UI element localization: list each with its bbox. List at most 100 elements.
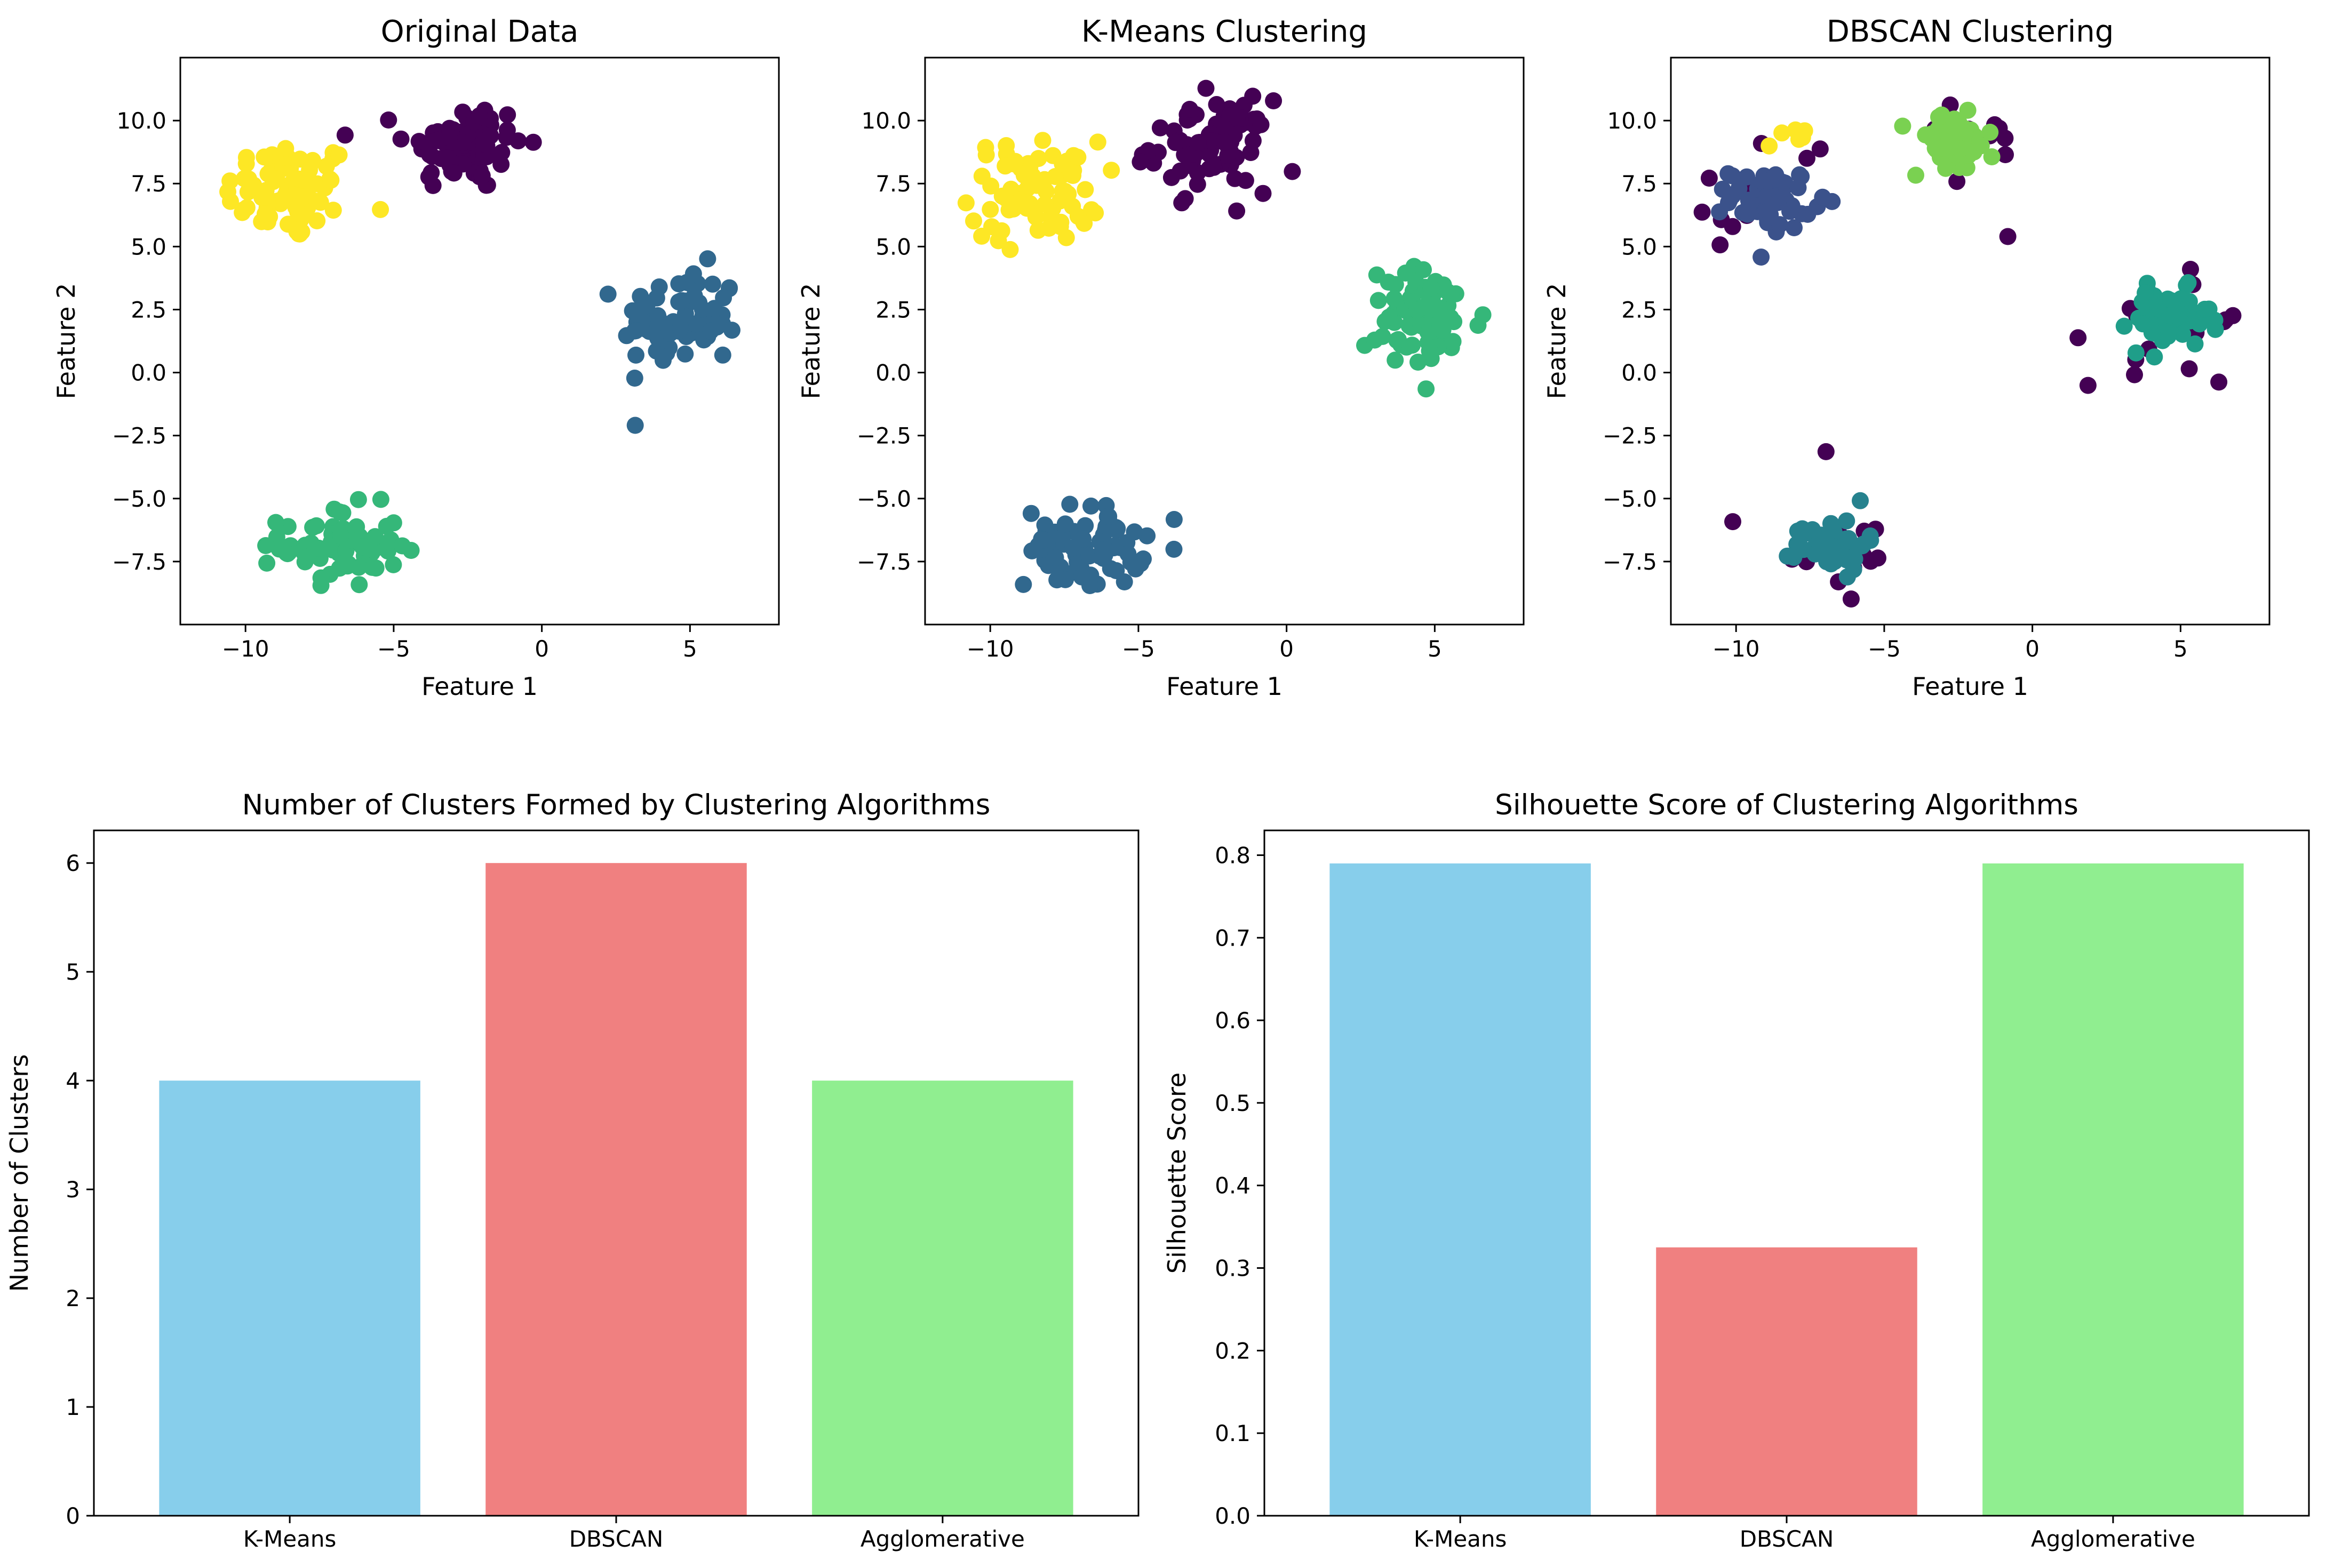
scatter-point bbox=[261, 192, 279, 210]
scatter-point bbox=[392, 130, 410, 148]
scatter-point bbox=[1057, 571, 1074, 588]
scatter-point bbox=[1028, 177, 1045, 194]
scatter-point bbox=[1841, 532, 1858, 550]
scatter-point bbox=[982, 201, 999, 218]
y-tick-label: 3 bbox=[66, 1177, 80, 1203]
scatter-point bbox=[1431, 318, 1449, 336]
chart-dbscan: −10 −5 0 5 −7.5 −5.0 −2.5 0.0 2.5 5.0 7.5 10.0 DBSCA… bbox=[1542, 14, 2271, 701]
bar-k-means bbox=[159, 1081, 420, 1516]
scatter-point bbox=[673, 292, 690, 309]
y-tick-label: 10.0 bbox=[861, 108, 911, 134]
x-tick-label: K-Means bbox=[1414, 1526, 1507, 1552]
y-tick-label: −2.5 bbox=[1603, 423, 1657, 449]
scatter-point bbox=[1165, 511, 1183, 528]
scatter-point bbox=[684, 265, 702, 283]
bar-agglomerative bbox=[812, 1081, 1073, 1516]
scatter-point bbox=[1724, 187, 1741, 205]
scatter-point bbox=[372, 491, 389, 508]
scatter-point bbox=[350, 558, 368, 576]
scatter-point bbox=[1409, 354, 1427, 371]
scatter-point bbox=[1795, 541, 1812, 558]
y-tick-label: −2.5 bbox=[857, 423, 911, 449]
scatter-point bbox=[278, 544, 296, 562]
scatter-point bbox=[1047, 168, 1064, 185]
scatter-point bbox=[1852, 492, 1869, 509]
y-tick-label: 0 bbox=[66, 1503, 80, 1529]
y-tick-label: 2.5 bbox=[1621, 297, 1657, 323]
scatter-point bbox=[1397, 265, 1414, 282]
scatter-point bbox=[454, 134, 472, 151]
scatter-point bbox=[1387, 351, 1404, 369]
scatter-point bbox=[2206, 311, 2224, 329]
scatter-point bbox=[473, 167, 491, 185]
scatter-point bbox=[275, 190, 293, 208]
scatter-point bbox=[997, 190, 1015, 207]
scatter-point bbox=[256, 148, 273, 166]
scatter-point bbox=[1252, 116, 1270, 133]
y-tick-label: 0.1 bbox=[1215, 1420, 1250, 1446]
scatter-point bbox=[1089, 133, 1106, 151]
scatter-point bbox=[2137, 284, 2154, 302]
y-tick-label: 2.5 bbox=[131, 297, 166, 323]
scatter-point bbox=[1034, 531, 1052, 549]
scatter-point bbox=[1132, 153, 1149, 171]
scatter-point bbox=[1894, 117, 1911, 135]
scatter-point bbox=[424, 177, 442, 194]
chart-title: DBSCAN Clustering bbox=[1827, 14, 2114, 49]
scatter-point bbox=[351, 576, 368, 594]
y-tick-label: 10.0 bbox=[116, 108, 166, 134]
scatter-point bbox=[1265, 92, 1283, 109]
scatter-point bbox=[1284, 163, 1301, 180]
scatter-point bbox=[1474, 306, 1492, 324]
scatter-point bbox=[1119, 545, 1137, 563]
scatter-point bbox=[1057, 229, 1075, 246]
scatter-point bbox=[704, 275, 721, 293]
scatter-point bbox=[1181, 101, 1199, 118]
scatter-point bbox=[1074, 530, 1092, 548]
scatter-point bbox=[1869, 549, 1886, 567]
scatter-point bbox=[1999, 228, 2017, 245]
y-tick-label: 4 bbox=[66, 1068, 80, 1094]
y-tick-label: 7.5 bbox=[131, 171, 166, 197]
scatter-point bbox=[1814, 188, 1831, 206]
scatter-point bbox=[1077, 517, 1094, 534]
bar-k-means bbox=[1329, 863, 1591, 1516]
scatter-point bbox=[1226, 170, 1244, 187]
x-tick-label: −5 bbox=[377, 636, 410, 662]
y-tick-label: −5.0 bbox=[857, 486, 911, 512]
scatter-point bbox=[332, 527, 349, 545]
x-tick-label: −10 bbox=[222, 636, 269, 662]
scatter-point bbox=[1444, 333, 1462, 350]
scatter-point bbox=[1385, 290, 1403, 307]
scatter-point bbox=[1056, 515, 1074, 533]
scatter-point bbox=[1421, 342, 1438, 359]
y-tick-label: 0.0 bbox=[1621, 360, 1657, 386]
scatter-point bbox=[2134, 315, 2152, 333]
scatter-point bbox=[1197, 79, 1215, 97]
scatter-point bbox=[1368, 266, 1385, 284]
y-axis-label: Silhouette Score bbox=[1162, 1073, 1191, 1274]
scatter-point bbox=[1015, 575, 1032, 593]
scatter-point bbox=[2126, 366, 2143, 383]
scatter-point bbox=[1007, 153, 1024, 170]
scatter-point bbox=[410, 133, 428, 150]
scatter-point bbox=[1094, 541, 1111, 559]
scatter-point bbox=[2069, 329, 2087, 347]
scatter-point bbox=[290, 225, 308, 243]
x-tick-label: DBSCAN bbox=[569, 1526, 664, 1552]
scatter-point bbox=[1380, 308, 1398, 326]
scatter-point bbox=[291, 150, 309, 168]
scatter-point bbox=[1165, 540, 1183, 558]
scatter-point bbox=[1244, 87, 1262, 105]
scatter-point bbox=[1073, 568, 1090, 586]
y-tick-label: 0.5 bbox=[1215, 1090, 1250, 1116]
scatter-point bbox=[1054, 155, 1071, 173]
scatter-point bbox=[222, 193, 239, 210]
scatter-point bbox=[1769, 170, 1786, 188]
scatter-point bbox=[245, 177, 262, 194]
scatter-point bbox=[1811, 140, 1829, 158]
scatter-point bbox=[1228, 202, 1246, 220]
scatter-point bbox=[694, 300, 711, 318]
scatter-point bbox=[998, 137, 1015, 154]
scatter-point bbox=[648, 342, 665, 360]
